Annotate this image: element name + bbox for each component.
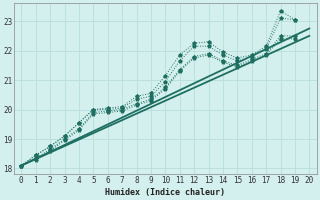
X-axis label: Humidex (Indice chaleur): Humidex (Indice chaleur) (105, 188, 225, 197)
